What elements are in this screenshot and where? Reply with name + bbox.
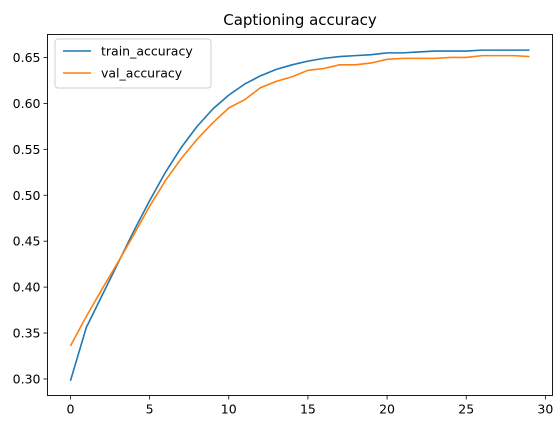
- legend-box: [54, 38, 212, 89]
- x-tick-label: 10: [221, 402, 237, 417]
- x-tick-label: 20: [379, 402, 395, 417]
- series-lines: [69, 49, 530, 382]
- y-tick-label: 0.60: [13, 96, 41, 111]
- x-tick-label: 0: [66, 402, 74, 417]
- y-tick-label: 0.65: [13, 50, 41, 65]
- y-tick-label: 0.45: [13, 234, 41, 249]
- x-tick-label: 5: [146, 402, 154, 417]
- y-axis: 0.30 0.35 0.40 0.45 0.50 0.55 0.60 0.65: [13, 50, 48, 386]
- x-axis: 0 5 10 15 20 25 30: [66, 395, 553, 417]
- y-tick-label: 0.30: [13, 371, 41, 386]
- legend: train_accuracy val_accuracy: [54, 38, 212, 89]
- chart-title: Captioning accuracy: [223, 11, 377, 29]
- legend-label-val_accuracy: val_accuracy: [101, 66, 183, 81]
- legend-label-train_accuracy: train_accuracy: [101, 44, 193, 59]
- y-tick-label: 0.40: [13, 280, 41, 295]
- x-tick-label: 15: [300, 402, 316, 417]
- x-tick-label: 25: [458, 402, 474, 417]
- y-tick-label: 0.50: [13, 188, 41, 203]
- y-tick-label: 0.35: [13, 326, 41, 341]
- x-tick-label: 30: [537, 402, 553, 417]
- y-tick-label: 0.55: [13, 142, 41, 157]
- series-line-val_accuracy: [69, 54, 530, 347]
- series-line-train_accuracy: [69, 49, 530, 382]
- axes-frame: [47, 34, 553, 396]
